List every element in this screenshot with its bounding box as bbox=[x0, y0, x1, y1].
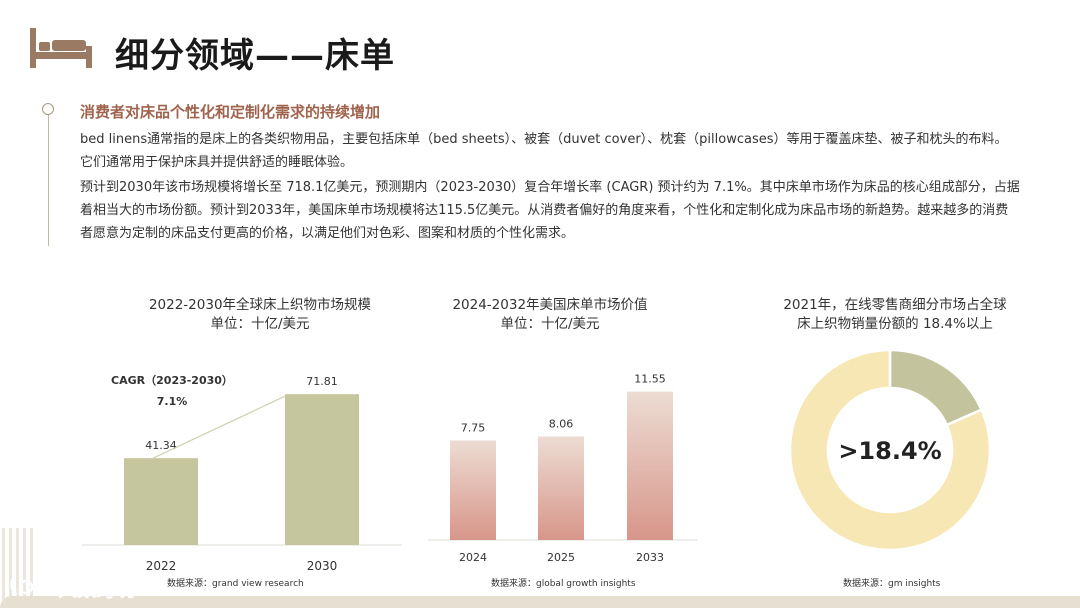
chart1-trend-line bbox=[152, 395, 286, 459]
chart2-subtitle: 单位：十亿/美元 bbox=[500, 316, 600, 332]
chart3-source: 数据来源：gm insights bbox=[843, 579, 941, 589]
chart2-category-label: 2025 bbox=[547, 551, 575, 564]
page-title: 细分领域——床单 bbox=[115, 36, 395, 76]
timeline-line bbox=[48, 112, 49, 246]
chart1-title: 2022-2030年全球床上织物市场规模 bbox=[148, 297, 372, 313]
decorative-stripes bbox=[2, 528, 33, 608]
chart1-bar bbox=[285, 394, 359, 545]
chart2-category-label: 2033 bbox=[636, 551, 664, 564]
brand-logo-icon bbox=[10, 578, 47, 596]
chart2-title-block: 2024-2032年美国床单市场价值 单位：十亿/美元 bbox=[400, 296, 700, 334]
chart1-category-label: 2030 bbox=[307, 559, 338, 573]
chart1-subtitle: 单位：十亿/美元 bbox=[210, 316, 310, 332]
bed-icon bbox=[30, 28, 92, 68]
chart1-cagr-label: CAGR（2023-2030） bbox=[111, 374, 233, 387]
section-title: 消费者对床品个性化和定制化需求的持续增加 bbox=[80, 103, 381, 121]
chart3-slice bbox=[888, 348, 984, 427]
chart2-bar bbox=[450, 440, 496, 540]
chart2-value-label: 11.55 bbox=[634, 373, 666, 386]
chart2-source: 数据来源：global growth insights bbox=[491, 579, 636, 589]
chart2-bar bbox=[538, 436, 584, 540]
intro-paragraph: bed linens通常指的是床上的各类织物用品，主要包括床单（bed shee… bbox=[80, 132, 1008, 170]
chart1-value-label: 71.81 bbox=[306, 375, 338, 388]
chart2-bar bbox=[627, 391, 673, 540]
chart3-center-label: >18.4% bbox=[838, 437, 941, 465]
chart1-cagr-value: 7.1% bbox=[157, 395, 188, 408]
chart1-title-block: 2022-2030年全球床上织物市场规模 单位：十亿/美元 bbox=[100, 296, 420, 334]
timeline-bullet bbox=[42, 103, 54, 115]
chart3-slice bbox=[788, 348, 992, 552]
chart1-source: 数据来源：grand view research bbox=[167, 579, 304, 589]
chart2-category-label: 2024 bbox=[459, 551, 487, 564]
chart3-title-block: 2021年，在线零售商细分市场占全球 床上织物销量份额的 18.4%以上 bbox=[740, 296, 1050, 334]
chart2-title: 2024-2032年美国床单市场价值 bbox=[452, 297, 648, 313]
footer-bar bbox=[0, 596, 1080, 608]
chart1-category-label: 2022 bbox=[146, 559, 177, 573]
chart3-title: 2021年，在线零售商细分市场占全球 bbox=[783, 297, 1007, 313]
chart2-value-label: 7.75 bbox=[461, 421, 486, 434]
chart1-bar bbox=[124, 458, 198, 545]
brand-logo-text: 大数跨境 bbox=[58, 579, 135, 601]
market-paragraph: 预计到2030年该市场规模将增长至 718.1亿美元，预测期内（2023-203… bbox=[80, 180, 1020, 241]
chart2-value-label: 8.06 bbox=[549, 417, 574, 430]
chart3-subtitle: 床上织物销量份额的 18.4%以上 bbox=[797, 316, 993, 332]
chart1-value-label: 41.34 bbox=[145, 439, 177, 452]
